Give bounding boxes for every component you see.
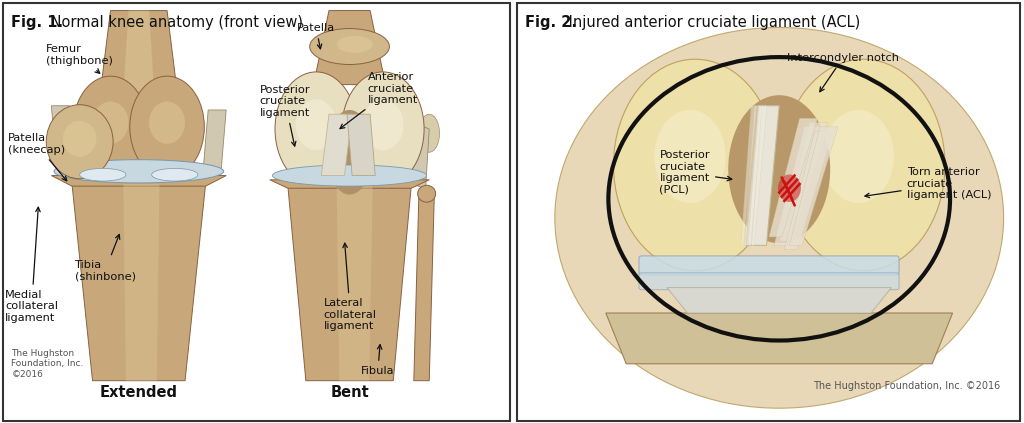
Polygon shape: [51, 176, 226, 186]
Text: Extended: Extended: [99, 385, 178, 400]
Ellipse shape: [822, 110, 894, 203]
Ellipse shape: [62, 121, 96, 157]
Polygon shape: [51, 106, 75, 171]
Polygon shape: [784, 131, 833, 250]
Text: The Hughston Foundation, Inc. ©2016: The Hughston Foundation, Inc. ©2016: [813, 381, 1000, 391]
Polygon shape: [203, 110, 226, 171]
Text: Injured anterior cruciate ligament (ACL): Injured anterior cruciate ligament (ACL): [563, 15, 860, 30]
Ellipse shape: [418, 185, 435, 202]
Polygon shape: [72, 184, 206, 381]
Text: Intercondyler notch: Intercondyler notch: [787, 53, 899, 92]
Polygon shape: [347, 114, 375, 176]
Text: Normal knee anatomy (front view): Normal knee anatomy (front view): [46, 15, 303, 30]
Ellipse shape: [309, 28, 389, 65]
Polygon shape: [270, 180, 429, 188]
Polygon shape: [774, 127, 822, 245]
Text: Fig. 1.: Fig. 1.: [11, 15, 63, 30]
Ellipse shape: [150, 102, 185, 144]
Polygon shape: [606, 313, 952, 364]
Text: Torn anterior
cruciate
ligament (ACL): Torn anterior cruciate ligament (ACL): [865, 167, 991, 200]
Polygon shape: [790, 127, 838, 245]
Ellipse shape: [555, 27, 1004, 408]
Text: Bent: Bent: [330, 385, 369, 400]
Polygon shape: [746, 106, 779, 245]
Ellipse shape: [654, 110, 726, 203]
Ellipse shape: [362, 99, 403, 150]
Polygon shape: [337, 186, 373, 381]
Polygon shape: [414, 192, 434, 381]
Ellipse shape: [337, 36, 373, 53]
Text: Tibia
(shinbone): Tibia (shinbone): [75, 234, 135, 282]
Ellipse shape: [419, 114, 439, 152]
Polygon shape: [288, 186, 412, 381]
Polygon shape: [322, 114, 352, 176]
Polygon shape: [123, 184, 160, 381]
Polygon shape: [100, 11, 177, 93]
Polygon shape: [769, 118, 817, 237]
Text: The Hughston
Foundation, Inc.
©2016: The Hughston Foundation, Inc. ©2016: [11, 349, 84, 379]
Ellipse shape: [327, 110, 373, 195]
FancyBboxPatch shape: [639, 273, 899, 290]
Ellipse shape: [92, 102, 129, 144]
Text: Lateral
collateral
ligament: Lateral collateral ligament: [324, 243, 377, 331]
Ellipse shape: [54, 160, 223, 183]
Ellipse shape: [152, 168, 198, 181]
FancyBboxPatch shape: [516, 3, 1021, 421]
Ellipse shape: [275, 72, 357, 186]
Polygon shape: [744, 106, 760, 245]
Ellipse shape: [728, 95, 830, 243]
Ellipse shape: [296, 99, 337, 150]
Polygon shape: [752, 106, 767, 245]
Polygon shape: [313, 11, 385, 85]
Text: Patella
(kneecap): Patella (kneecap): [8, 133, 67, 181]
Text: Posterior
cruciate
ligament: Posterior cruciate ligament: [260, 85, 310, 146]
FancyBboxPatch shape: [3, 3, 510, 421]
Text: Anterior
cruciate
ligament: Anterior cruciate ligament: [340, 72, 418, 129]
Polygon shape: [411, 123, 429, 188]
Polygon shape: [779, 123, 827, 241]
Ellipse shape: [46, 105, 113, 179]
Ellipse shape: [781, 59, 945, 271]
Polygon shape: [749, 106, 764, 245]
Ellipse shape: [272, 165, 427, 186]
Ellipse shape: [342, 72, 424, 186]
Ellipse shape: [80, 168, 126, 181]
Text: Fibula: Fibula: [361, 345, 394, 376]
FancyBboxPatch shape: [639, 256, 899, 275]
Text: Femur
(thighbone): Femur (thighbone): [46, 44, 113, 73]
Text: Patella: Patella: [297, 23, 335, 49]
Text: Posterior
cruciate
ligament
(PCL): Posterior cruciate ligament (PCL): [659, 150, 732, 195]
Polygon shape: [741, 106, 757, 245]
Ellipse shape: [130, 76, 205, 178]
Polygon shape: [123, 11, 155, 93]
Polygon shape: [667, 288, 892, 313]
Text: Medial
collateral
ligament: Medial collateral ligament: [5, 207, 58, 323]
Ellipse shape: [613, 59, 776, 271]
Ellipse shape: [778, 174, 801, 202]
Ellipse shape: [74, 76, 147, 178]
Text: Fig. 2.: Fig. 2.: [525, 15, 578, 30]
